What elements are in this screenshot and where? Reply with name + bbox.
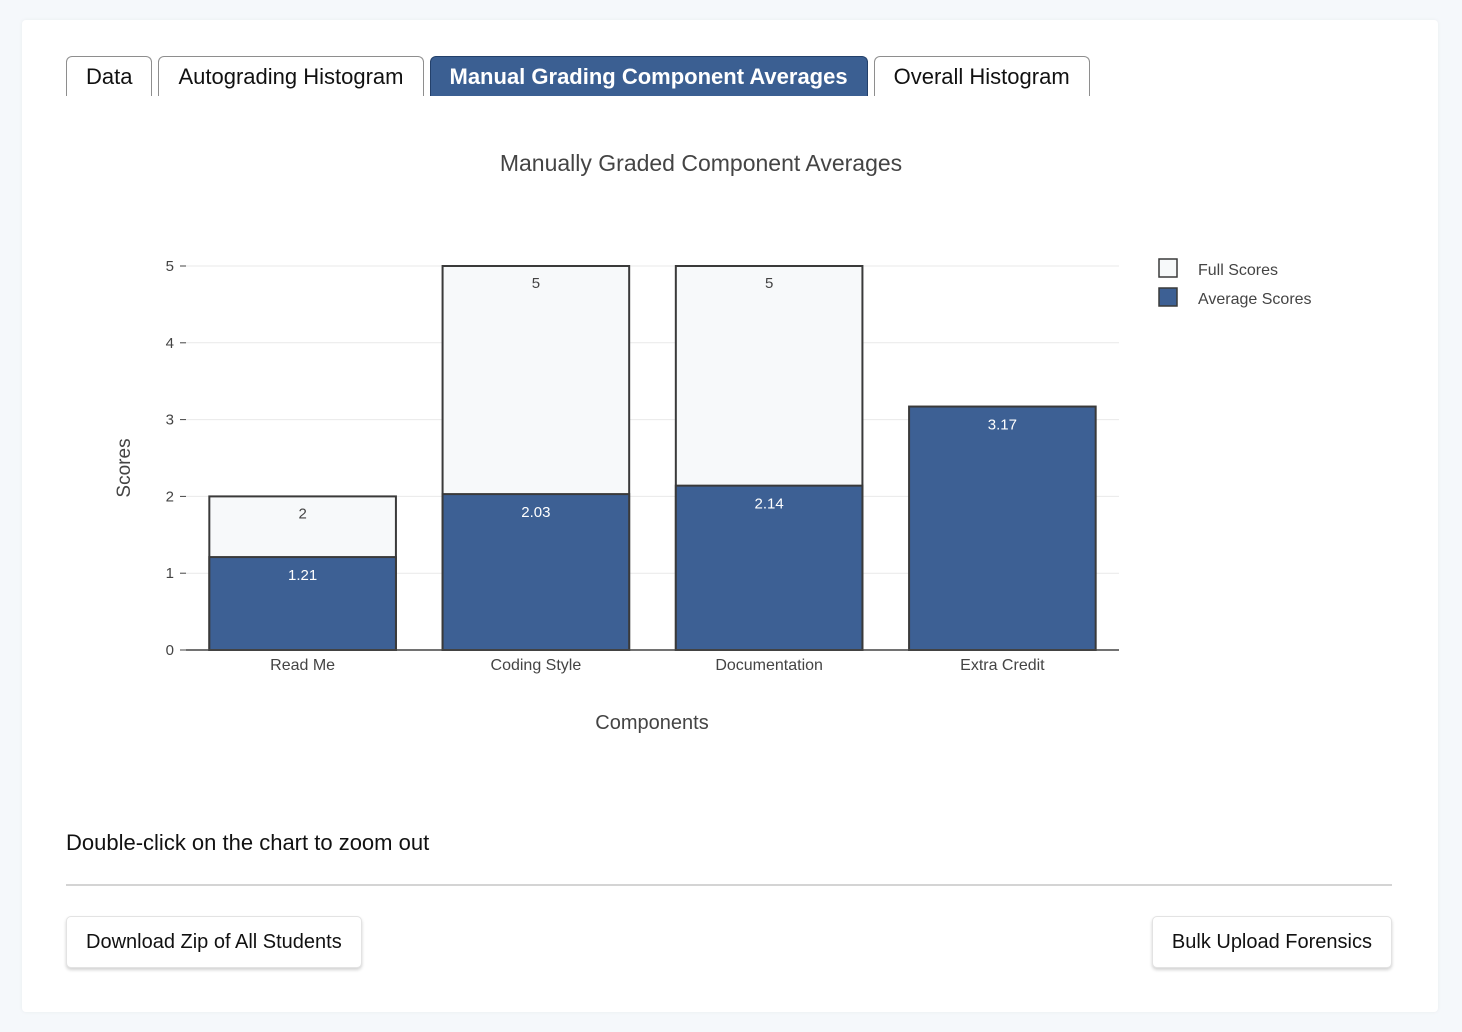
component-averages-chart[interactable]: Manually Graded Component Averages 2 1.21…	[22, 130, 1438, 780]
y-tick-label: 3	[166, 412, 174, 429]
download-zip-button[interactable]: Download Zip of All Students	[66, 916, 362, 968]
page-card: Data Autograding Histogram Manual Gradin…	[22, 20, 1438, 1012]
chart-legend: Full Scores Average Scores	[1158, 258, 1312, 308]
tab-data[interactable]: Data	[66, 56, 153, 96]
bar-label-average-score: 2.14	[755, 496, 784, 513]
legend-swatch-average-scores[interactable]	[1158, 287, 1178, 307]
x-tick-label: Read Me	[270, 657, 335, 674]
x-axis-label: Components	[595, 712, 708, 734]
x-tick-label: Documentation	[715, 657, 823, 674]
x-axis: Read Me Coding Style Documentation Extra Cr…	[186, 649, 1119, 674]
bar-label-average-score: 1.21	[288, 567, 317, 584]
y-tick-label: 2	[166, 488, 174, 505]
bar-label-average-score: 2.03	[521, 504, 550, 521]
y-tick-label: 4	[166, 335, 174, 352]
bar-average-score	[441, 493, 631, 652]
tab-manual-grading-component-averages[interactable]: Manual Grading Component Averages	[429, 56, 868, 96]
tab-overall-histogram[interactable]: Overall Histogram	[873, 56, 1090, 96]
bar-label-full-score: 5	[532, 275, 540, 292]
chart-bars: 2 1.21 5 2.03 5 2.14 3.17	[208, 265, 1097, 652]
y-tick-label: 5	[166, 258, 174, 275]
x-tick-label: Coding Style	[491, 657, 582, 674]
legend-swatch-full-scores[interactable]	[1158, 258, 1178, 278]
legend-label-average-scores[interactable]: Average Scores	[1198, 291, 1312, 308]
legend-label-full-scores[interactable]: Full Scores	[1198, 262, 1278, 279]
bar-label-full-score: 5	[765, 275, 773, 292]
y-axis: 0 1 2 3 4 5	[166, 258, 186, 659]
zoom-hint: Double-click on the chart to zoom out	[66, 830, 430, 855]
bulk-upload-forensics-button[interactable]: Bulk Upload Forensics	[1151, 916, 1392, 968]
divider	[66, 884, 1392, 886]
y-axis-label: Scores	[114, 438, 135, 497]
chart-title: Manually Graded Component Averages	[500, 150, 902, 176]
y-tick-label: 1	[166, 565, 174, 582]
x-tick-label: Extra Credit	[960, 657, 1045, 674]
tab-autograding-histogram[interactable]: Autograding Histogram	[158, 56, 424, 96]
tab-bar: Data Autograding Histogram Manual Gradin…	[66, 56, 1090, 96]
bar-average-score	[908, 405, 1097, 651]
bar-label-full-score: 2	[298, 505, 306, 522]
y-tick-label: 0	[166, 642, 174, 659]
bar-average-score	[674, 484, 864, 652]
bar-label-average-score: 3.17	[988, 417, 1017, 434]
